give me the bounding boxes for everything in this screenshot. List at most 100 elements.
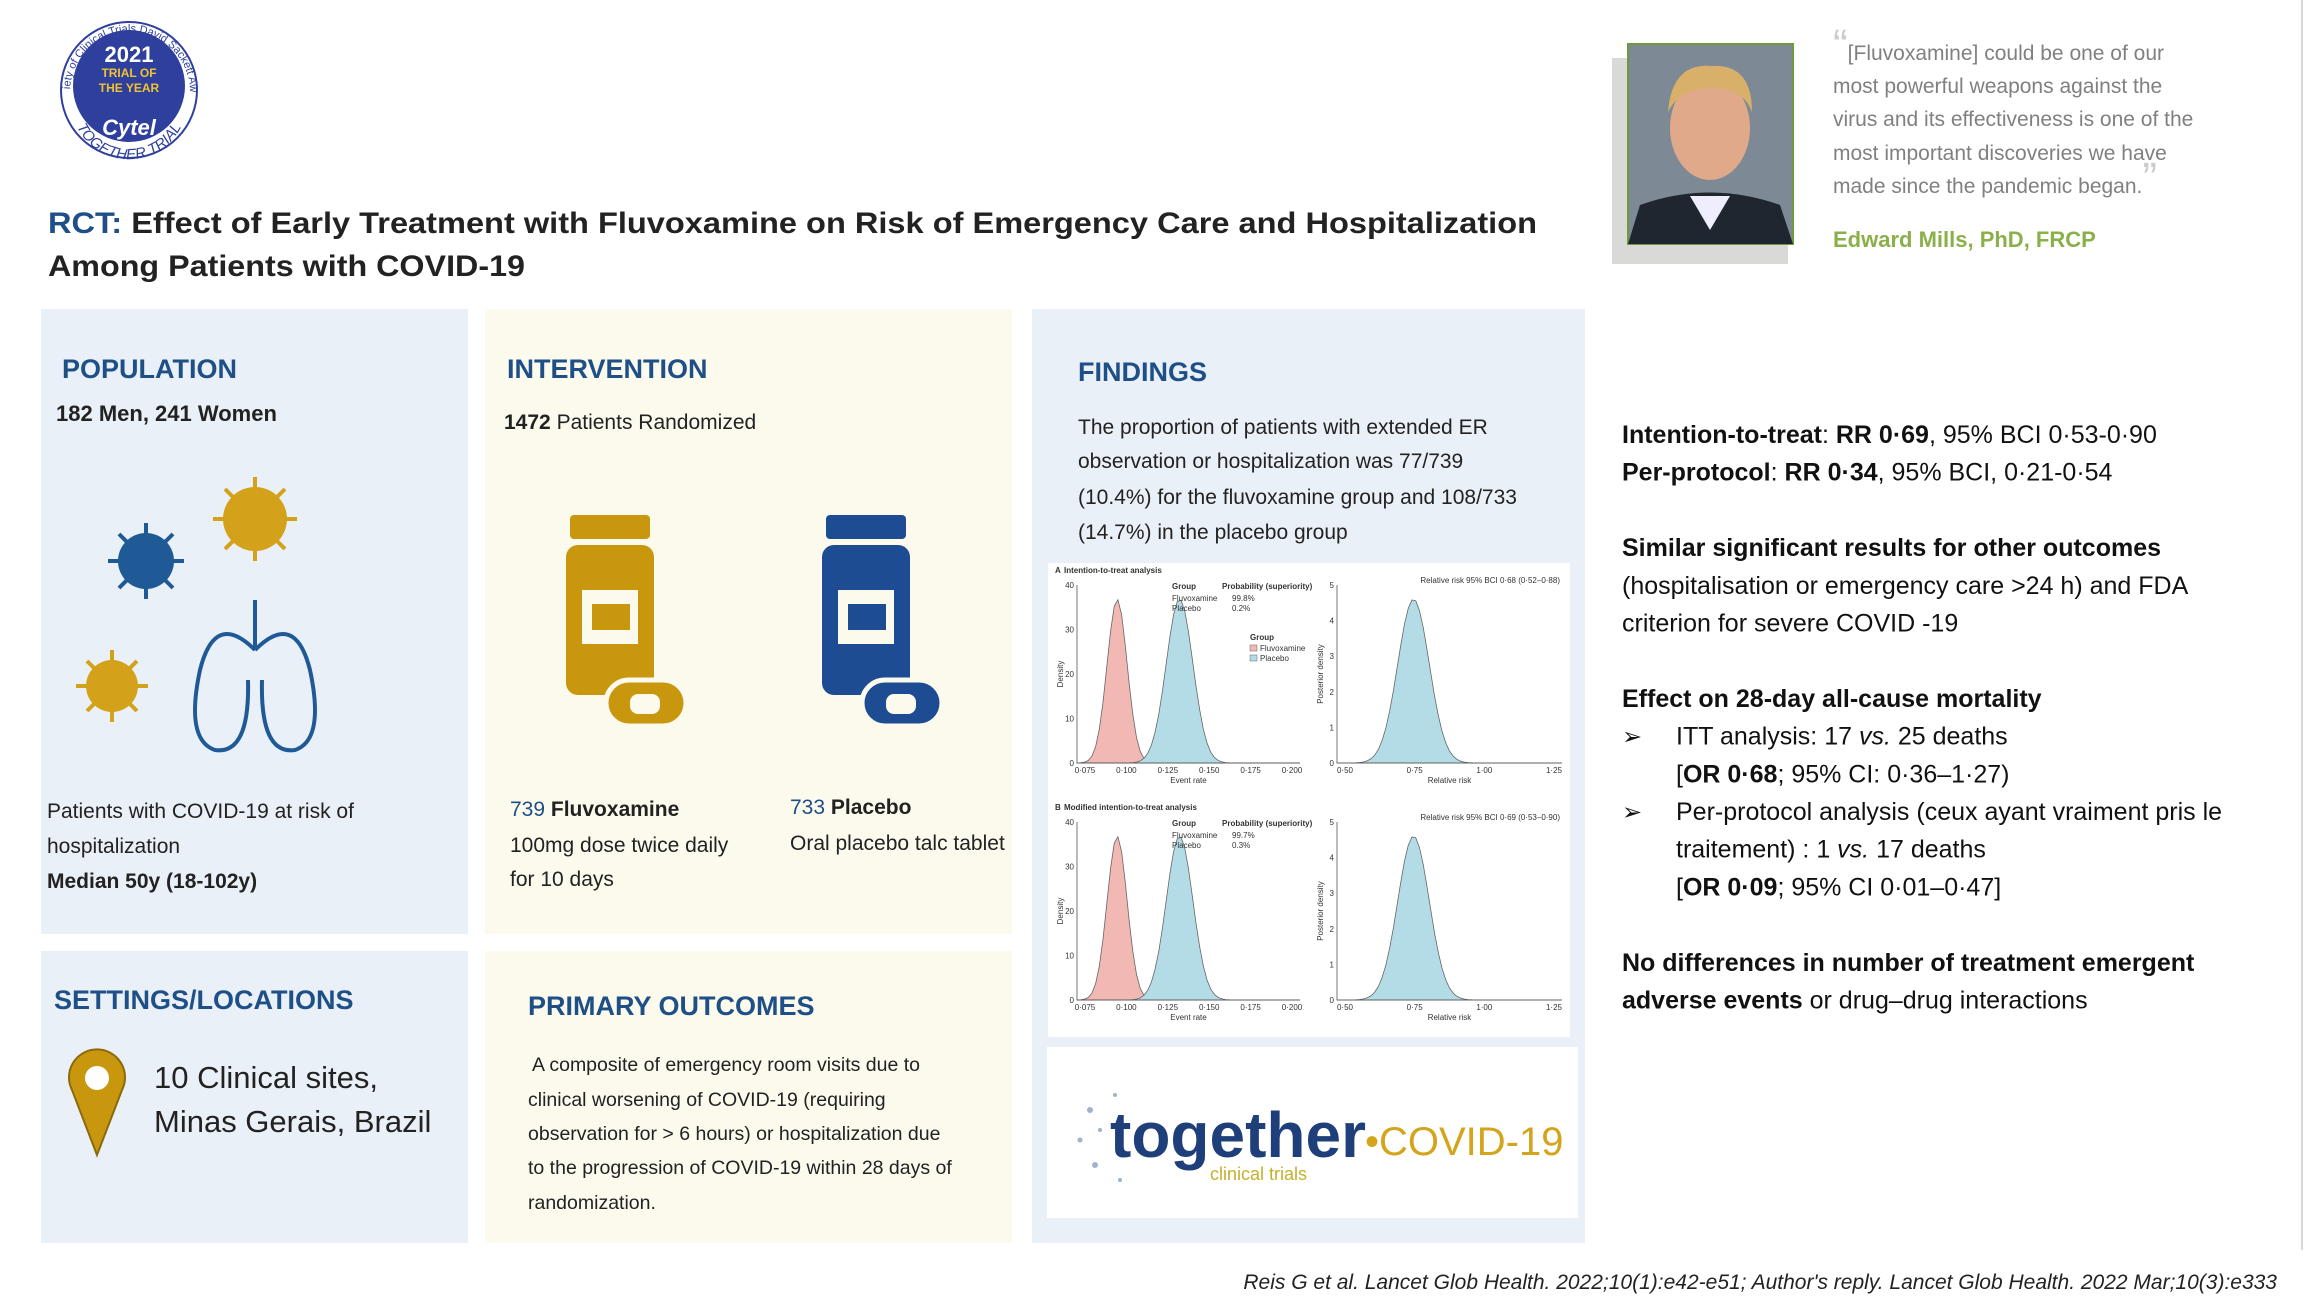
tick-label: 1·00 bbox=[1476, 1003, 1493, 1012]
tick-label: 1 bbox=[1330, 960, 1335, 969]
text-segment: vs. bbox=[1859, 723, 1891, 751]
tick-label: 0·50 bbox=[1337, 1003, 1354, 1012]
legend-item: Placebo bbox=[1260, 654, 1289, 663]
award-logo: Society of Clinical Trials David Sackett… bbox=[0, 0, 199, 163]
tick-label: 0·200 bbox=[1282, 766, 1303, 775]
text-segment: Per-protocol analysis (ceux ayant vraime… bbox=[1676, 798, 2222, 826]
tick-label: 0·175 bbox=[1240, 1003, 1261, 1012]
heading: PRIMARY OUTCOMES bbox=[528, 991, 815, 1021]
result-line: criterion for severe COVID -19 bbox=[1622, 610, 1958, 638]
pill-bottle-icon bbox=[566, 515, 689, 729]
tick-label: 0·75 bbox=[1407, 766, 1424, 775]
legend-item: Fluvoxamine bbox=[1260, 644, 1306, 653]
arm-title: 739 Fluvoxamine bbox=[510, 798, 679, 821]
text-segment: Intention-to-treat bbox=[1622, 421, 1823, 449]
tick-label: 1·00 bbox=[1476, 766, 1493, 775]
tick-label: 0·50 bbox=[1337, 766, 1354, 775]
axis-title: Density bbox=[1056, 661, 1065, 688]
result-line: adverse events or drug–drug interactions bbox=[1622, 987, 2088, 1015]
axis-title: Event rate bbox=[1170, 1013, 1207, 1022]
tick-label: 0 bbox=[1330, 759, 1335, 768]
text-segment: vs. bbox=[1837, 836, 1869, 864]
panel-label: B bbox=[1055, 803, 1061, 812]
tick-label: 1 bbox=[1330, 723, 1335, 732]
body-text: observation or hospitalization was 77/73… bbox=[1078, 450, 1463, 473]
legend-title: Probability (superiority) bbox=[1222, 582, 1313, 591]
text-segment: Per-protocol bbox=[1622, 459, 1771, 487]
axis bbox=[1336, 585, 1562, 764]
text-segment: , 95% BCI, 0·21-0·54 bbox=[1878, 459, 2113, 487]
body-text: Patients with COVID-19 at risk of bbox=[47, 800, 354, 823]
tick-label: 0·075 bbox=[1075, 766, 1096, 775]
text-segment: Effect on 28-day all-cause mortality bbox=[1622, 685, 2042, 713]
pill-bottle-icon bbox=[822, 515, 945, 729]
bullet: ➢ bbox=[1622, 724, 1642, 751]
body-text: (14.7%) in the placebo group bbox=[1078, 521, 1348, 544]
text-segment: RR 0·34 bbox=[1785, 459, 1878, 487]
heading: INTERVENTION bbox=[507, 354, 708, 384]
randomized: 1472 Patients Randomized bbox=[504, 411, 756, 434]
axis-title: Relative risk bbox=[1428, 1013, 1473, 1022]
legend-title: Group bbox=[1172, 582, 1196, 591]
result-line: (hospitalisation or emergency care >24 h… bbox=[1622, 572, 2189, 600]
legend-row: Fluvoxamine bbox=[1172, 831, 1218, 840]
tick-label: 5 bbox=[1330, 581, 1335, 590]
legend-swatch bbox=[1249, 654, 1258, 662]
tick-label: 40 bbox=[1065, 581, 1074, 590]
legend-title: Group bbox=[1172, 819, 1196, 828]
text-segment: OR 0·09 bbox=[1683, 873, 1777, 901]
result-line: ITT analysis: 17 vs. 25 deaths bbox=[1676, 723, 2008, 751]
heading: POPULATION bbox=[62, 354, 237, 384]
heading: FINDINGS bbox=[1078, 357, 1207, 387]
tick-label: 10 bbox=[1065, 715, 1074, 724]
tick-label: 30 bbox=[1065, 863, 1074, 872]
tick-label: 1·25 bbox=[1546, 1003, 1563, 1012]
body-text: (10.4%) for the fluvoxamine group and 10… bbox=[1078, 486, 1517, 509]
result-line: No differences in number of treatment em… bbox=[1622, 949, 2195, 977]
tick-label: 20 bbox=[1065, 670, 1074, 679]
tick-label: 20 bbox=[1065, 907, 1074, 916]
trial-logo-word: together bbox=[1110, 1099, 1366, 1171]
result-line: [OR 0·09; 95% CI 0·01–0·47] bbox=[1676, 873, 2001, 901]
text-segment: ITT analysis: 17 bbox=[1676, 723, 1859, 751]
legend-row: 0.3% bbox=[1232, 841, 1250, 850]
text-segment: traitement) : 1 bbox=[1676, 836, 1837, 864]
axis-title: Posterior density bbox=[1316, 644, 1325, 704]
panel-title: Intention-to-treat analysis bbox=[1064, 566, 1162, 575]
tick-label: 1·25 bbox=[1546, 766, 1563, 775]
axis-title: Relative risk bbox=[1428, 776, 1473, 785]
text-segment: 25 deaths bbox=[1891, 723, 2008, 751]
quote: virus and its effectiveness is one of th… bbox=[1833, 108, 2193, 131]
tick-label: 0·75 bbox=[1407, 1003, 1424, 1012]
body-text: 100mg dose twice daily bbox=[510, 834, 729, 857]
title: RCT: Effect of Early Treatment with Fluv… bbox=[48, 207, 1537, 240]
tick-label: 0·150 bbox=[1199, 766, 1220, 775]
title: Among Patients with COVID-19 bbox=[48, 250, 525, 283]
tick-label: 0 bbox=[1070, 996, 1075, 1005]
panel-label: A bbox=[1055, 566, 1061, 575]
text-segment: No differences in number of treatment em… bbox=[1622, 949, 2195, 977]
text-segment: (hospitalisation or emergency care >24 h… bbox=[1622, 572, 2189, 600]
citation: Reis G et al. Lancet Glob Health. 2022;1… bbox=[1243, 1271, 2277, 1294]
tick-label: 3 bbox=[1330, 889, 1335, 898]
figure-box bbox=[1048, 563, 1570, 1037]
tick-label: 0 bbox=[1330, 996, 1335, 1005]
legend-row: Placebo bbox=[1172, 841, 1201, 850]
text-segment: OR 0·68 bbox=[1683, 760, 1778, 788]
tick-label: 0·075 bbox=[1075, 1003, 1096, 1012]
tick-label: 0·125 bbox=[1158, 1003, 1179, 1012]
result-line: [OR 0·68; 95% CI: 0·36–1·27) bbox=[1676, 760, 2010, 788]
axis bbox=[1076, 822, 1300, 1001]
body-text: to the progression of COVID-19 within 28… bbox=[528, 1157, 952, 1179]
body-text: Oral placebo talc tablet bbox=[790, 832, 1005, 855]
text-segment: ; 95% CI: 0·36–1·27) bbox=[1777, 760, 2009, 788]
tick-label: 30 bbox=[1065, 626, 1074, 635]
location-text: 10 Clinical sites, bbox=[154, 1060, 378, 1095]
body-text: The proportion of patients with extended… bbox=[1078, 416, 1488, 439]
results: Intention-to-treat: RR 0·69, 95% BCI 0·5… bbox=[1622, 421, 2222, 1015]
tick-label: 4 bbox=[1330, 617, 1335, 626]
logo-line: THE YEAR bbox=[99, 81, 160, 95]
tick-label: 2 bbox=[1330, 688, 1335, 697]
tick-label: 10 bbox=[1065, 952, 1074, 961]
body-text: clinical worsening of COVID-19 (requirin… bbox=[528, 1089, 886, 1111]
